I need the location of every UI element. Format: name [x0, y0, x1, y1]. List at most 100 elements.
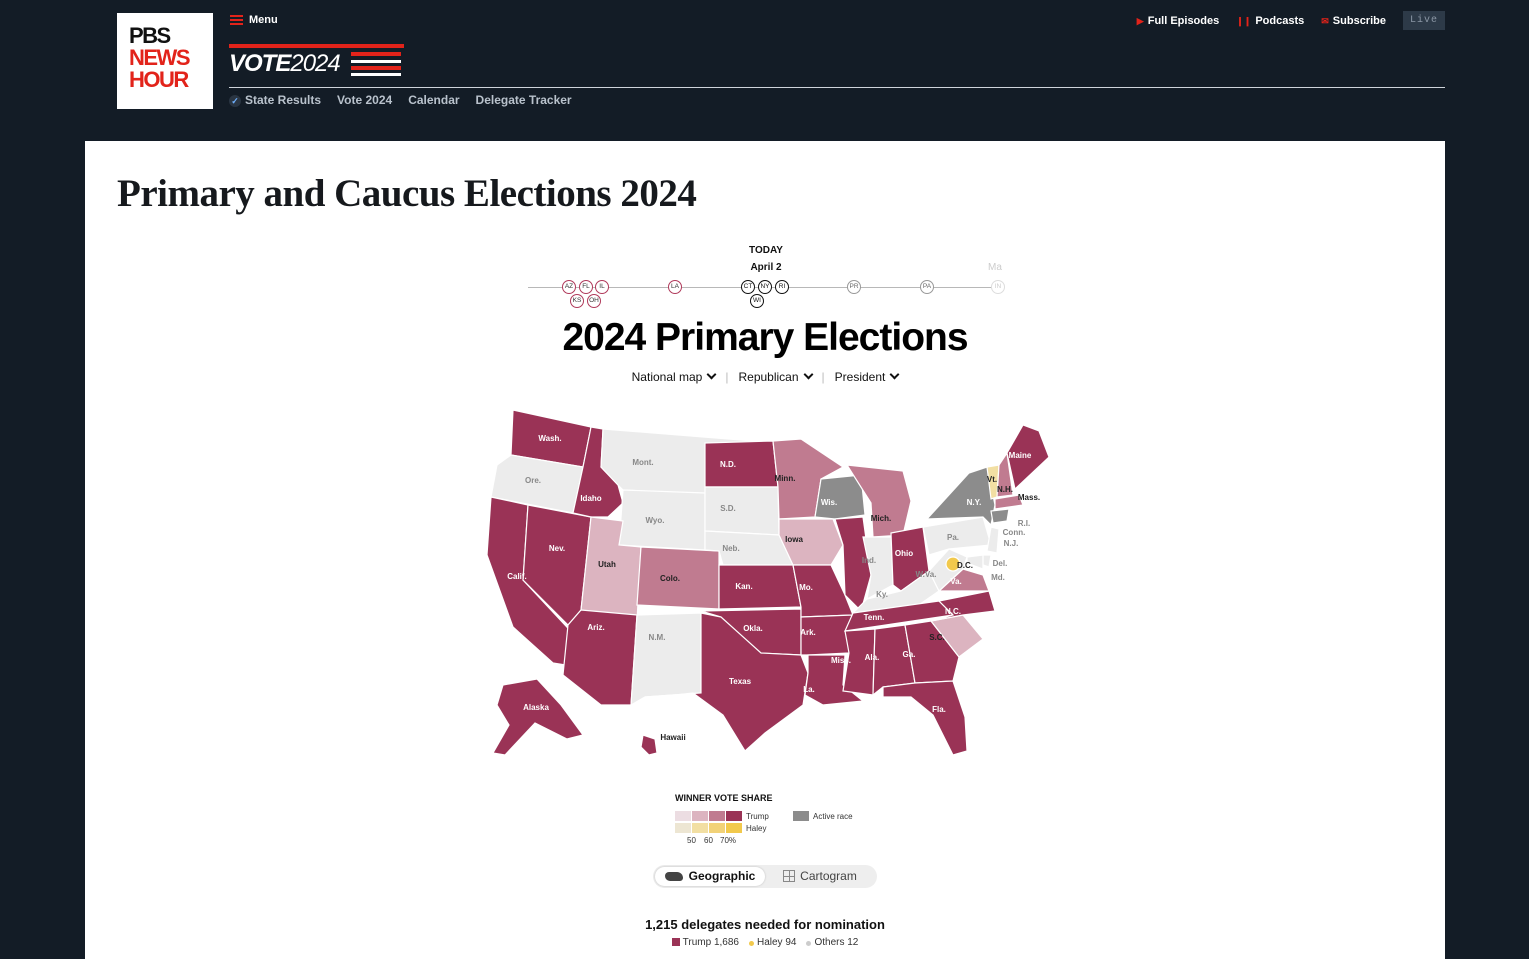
subnav-vote-2024[interactable]: Vote 2024: [337, 93, 393, 107]
state-ak[interactable]: [492, 678, 585, 756]
state-sd[interactable]: [704, 486, 780, 536]
timeline-dot-fl[interactable]: FL: [579, 280, 593, 294]
map-labels: Wash. Ore. Calif. Nev. Idaho Mont. Wyo. …: [507, 434, 1040, 742]
state-ga[interactable]: [904, 620, 960, 684]
timeline-faded-label: Ma: [988, 262, 1002, 273]
subnav-delegate-tracker[interactable]: Delegate Tracker: [475, 93, 572, 107]
logo-line-1: PBS: [129, 23, 171, 48]
menu-button[interactable]: Menu: [230, 14, 278, 26]
state-de[interactable]: [982, 554, 992, 568]
state-ma[interactable]: [994, 494, 1024, 510]
map-legend: WINNER VOTE SHARE Trump Haley 50 60 70% …: [675, 793, 895, 853]
legend-swatch-haley-4: [726, 823, 742, 833]
state-label: Ohio: [895, 549, 913, 558]
selector-separator: |: [821, 370, 825, 384]
party-select[interactable]: Republican: [738, 370, 811, 384]
logo-stripe: [351, 52, 401, 56]
state-nj[interactable]: [986, 526, 1000, 554]
check-icon: ✓: [229, 95, 241, 107]
state-label: Nev.: [549, 544, 565, 553]
state-fl[interactable]: [882, 680, 968, 756]
page-title: Primary and Caucus Elections 2024: [117, 172, 697, 215]
state-hi[interactable]: [640, 734, 658, 756]
state-label: N.J.: [1004, 539, 1019, 548]
state-label: Texas: [729, 677, 752, 686]
timeline-dot-il[interactable]: IL: [595, 280, 609, 294]
podcasts-link[interactable]: ❙❙ Podcasts: [1236, 15, 1304, 27]
delegate-name: Trump: [682, 937, 712, 948]
race-select[interactable]: President: [835, 370, 899, 384]
state-label: N.H.: [997, 485, 1013, 494]
state-label: Ala.: [865, 653, 880, 662]
pbs-newshour-logo[interactable]: PBS NEWS HOUR: [117, 13, 213, 109]
subnav-calendar[interactable]: Calendar: [408, 93, 460, 107]
state-md[interactable]: [966, 554, 984, 570]
state-pa[interactable]: [922, 516, 992, 556]
timeline-dot-ri[interactable]: RI: [775, 280, 789, 294]
state-ct[interactable]: [990, 508, 1010, 524]
state-label: Vt.: [987, 475, 997, 484]
legend-swatch-trump-1: [675, 811, 691, 821]
state-label: Kan.: [735, 582, 752, 591]
timeline-dot-ny[interactable]: NY: [758, 280, 772, 294]
state-label: Mich.: [871, 514, 891, 523]
link-label: Subscribe: [1332, 14, 1386, 27]
timeline-dot-pa[interactable]: PA: [920, 280, 934, 294]
subnav-state-results[interactable]: ✓ State Results: [229, 93, 321, 107]
trump-check-icon: [671, 938, 680, 946]
state-nm[interactable]: [630, 612, 702, 707]
state-label: Mo.: [799, 583, 813, 592]
state-nd[interactable]: [704, 440, 779, 488]
state-ms[interactable]: [842, 628, 876, 696]
full-episodes-link[interactable]: ▶ Full Episodes: [1137, 15, 1219, 27]
state-me[interactable]: [1006, 424, 1050, 491]
geographic-toggle[interactable]: Geographic: [655, 867, 765, 886]
delegate-haley: Haley 94: [748, 937, 797, 948]
logo-stripe: [351, 66, 401, 70]
state-ks[interactable]: [718, 564, 802, 610]
vote-wordmark: VOTE2024: [229, 50, 341, 78]
header-divider: [229, 87, 1445, 88]
us-results-map: Wash. Ore. Calif. Nev. Idaho Mont. Wyo. …: [486, 409, 1050, 756]
state-nh[interactable]: [996, 451, 1014, 498]
timeline-dot-ks[interactable]: KS: [570, 294, 584, 308]
state-label: Maine: [1009, 451, 1032, 460]
state-label: Ind.: [862, 556, 876, 565]
delegate-count: 94: [785, 937, 797, 948]
state-label: Ark.: [800, 628, 816, 637]
map-selectors: National map | Republican | President: [85, 370, 1445, 384]
legend-swatch-haley-1: [675, 823, 691, 833]
timeline-dot-az[interactable]: AZ: [562, 280, 576, 294]
live-button[interactable]: Live: [1402, 11, 1445, 30]
state-dc[interactable]: [945, 556, 961, 572]
grid-icon: [783, 870, 796, 882]
sub-navigation: ✓ State Results Vote 2024 Calendar Delega…: [229, 93, 572, 107]
timeline-dot-in[interactable]: IN: [991, 280, 1005, 294]
legend-title: WINNER VOTE SHARE: [675, 793, 773, 803]
view-select[interactable]: National map: [632, 370, 716, 384]
logo-stripe: [351, 73, 401, 76]
state-or[interactable]: [490, 454, 584, 514]
state-tx[interactable]: [644, 612, 809, 752]
timeline-dot-pr[interactable]: PR: [847, 280, 861, 294]
content-panel: Primary and Caucus Elections 2024 TODAY …: [85, 141, 1445, 959]
state-in[interactable]: [862, 536, 894, 601]
cartogram-toggle[interactable]: Cartogram: [765, 867, 875, 886]
legend-swatch-haley-3: [709, 823, 725, 833]
toggle-label: Cartogram: [800, 869, 857, 883]
election-timeline: TODAY April 2 Ma AZ FL IL KS OH LA CT NY…: [528, 241, 1008, 316]
vote-2024-logo[interactable]: VOTE2024: [229, 42, 404, 80]
logo-line-2: NEWS: [129, 45, 191, 70]
state-label: R.I.: [1018, 519, 1030, 528]
timeline-dot-la[interactable]: LA: [668, 280, 682, 294]
delegate-others: Others 12: [806, 937, 858, 948]
state-ny[interactable]: [925, 466, 996, 527]
timeline-dot-oh[interactable]: OH: [587, 294, 601, 308]
timeline-dot-ct[interactable]: CT: [741, 280, 755, 294]
timeline-dot-wi[interactable]: WI: [750, 294, 764, 308]
state-label: N.M.: [649, 633, 666, 642]
state-la[interactable]: [804, 654, 865, 706]
state-ar[interactable]: [800, 614, 854, 656]
subscribe-link[interactable]: ✉ Subscribe: [1321, 15, 1386, 27]
hamburger-icon: [230, 15, 243, 25]
